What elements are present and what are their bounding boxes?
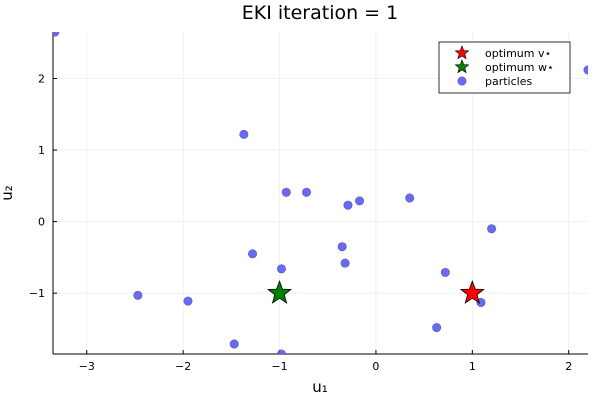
particle-point bbox=[301, 187, 312, 197]
particle-point bbox=[354, 196, 365, 206]
y-axis-title: u₂ bbox=[0, 185, 16, 201]
tick-labels: −3 −2 −1 0 1 2 −1 0 1 2 bbox=[29, 73, 572, 373]
particle-point bbox=[340, 258, 350, 268]
chart-title: EKI iteration = 1 bbox=[242, 2, 398, 24]
x-tick-label: −3 bbox=[79, 360, 95, 373]
optimum-star-point bbox=[267, 280, 293, 304]
x-tick-label: −1 bbox=[271, 360, 287, 373]
x-tick-label: −2 bbox=[175, 360, 191, 373]
legend-label: optimum v⋆ bbox=[485, 47, 551, 60]
x-tick-label: 2 bbox=[565, 360, 572, 373]
axes bbox=[52, 32, 588, 355]
legend-marker bbox=[454, 45, 470, 60]
optimum-star-point bbox=[459, 280, 485, 304]
particle-point bbox=[53, 32, 60, 37]
particle-point bbox=[337, 242, 347, 252]
y-tick-label: 2 bbox=[38, 73, 45, 86]
particle-point bbox=[343, 200, 353, 210]
x-tick-label: 1 bbox=[469, 360, 476, 373]
y-tick-label: 1 bbox=[38, 144, 45, 157]
legend-label: optimum w⋆ bbox=[485, 61, 554, 74]
particle-point bbox=[487, 224, 497, 234]
particle-point bbox=[247, 249, 258, 259]
particle-point bbox=[405, 193, 415, 203]
legend-marker bbox=[457, 76, 467, 86]
y-tick-label: −1 bbox=[29, 287, 45, 300]
particle-point bbox=[583, 65, 588, 75]
legend-label: particles bbox=[485, 75, 532, 88]
x-tick-label: 0 bbox=[372, 360, 379, 373]
particle-point bbox=[440, 267, 450, 278]
data-points bbox=[53, 32, 588, 354]
particle-point bbox=[239, 129, 249, 139]
y-tick-label: 0 bbox=[38, 216, 45, 229]
particle-point bbox=[133, 290, 143, 300]
particle-point bbox=[281, 187, 291, 197]
x-axis-title: u₁ bbox=[312, 378, 328, 396]
legend: optimum v⋆optimum w⋆particles bbox=[438, 41, 571, 94]
particle-point bbox=[432, 322, 442, 333]
particle-point bbox=[183, 296, 193, 306]
legend-marker bbox=[454, 59, 470, 74]
particle-point bbox=[229, 339, 239, 349]
particle-point bbox=[276, 349, 287, 354]
particle-point bbox=[276, 264, 287, 274]
